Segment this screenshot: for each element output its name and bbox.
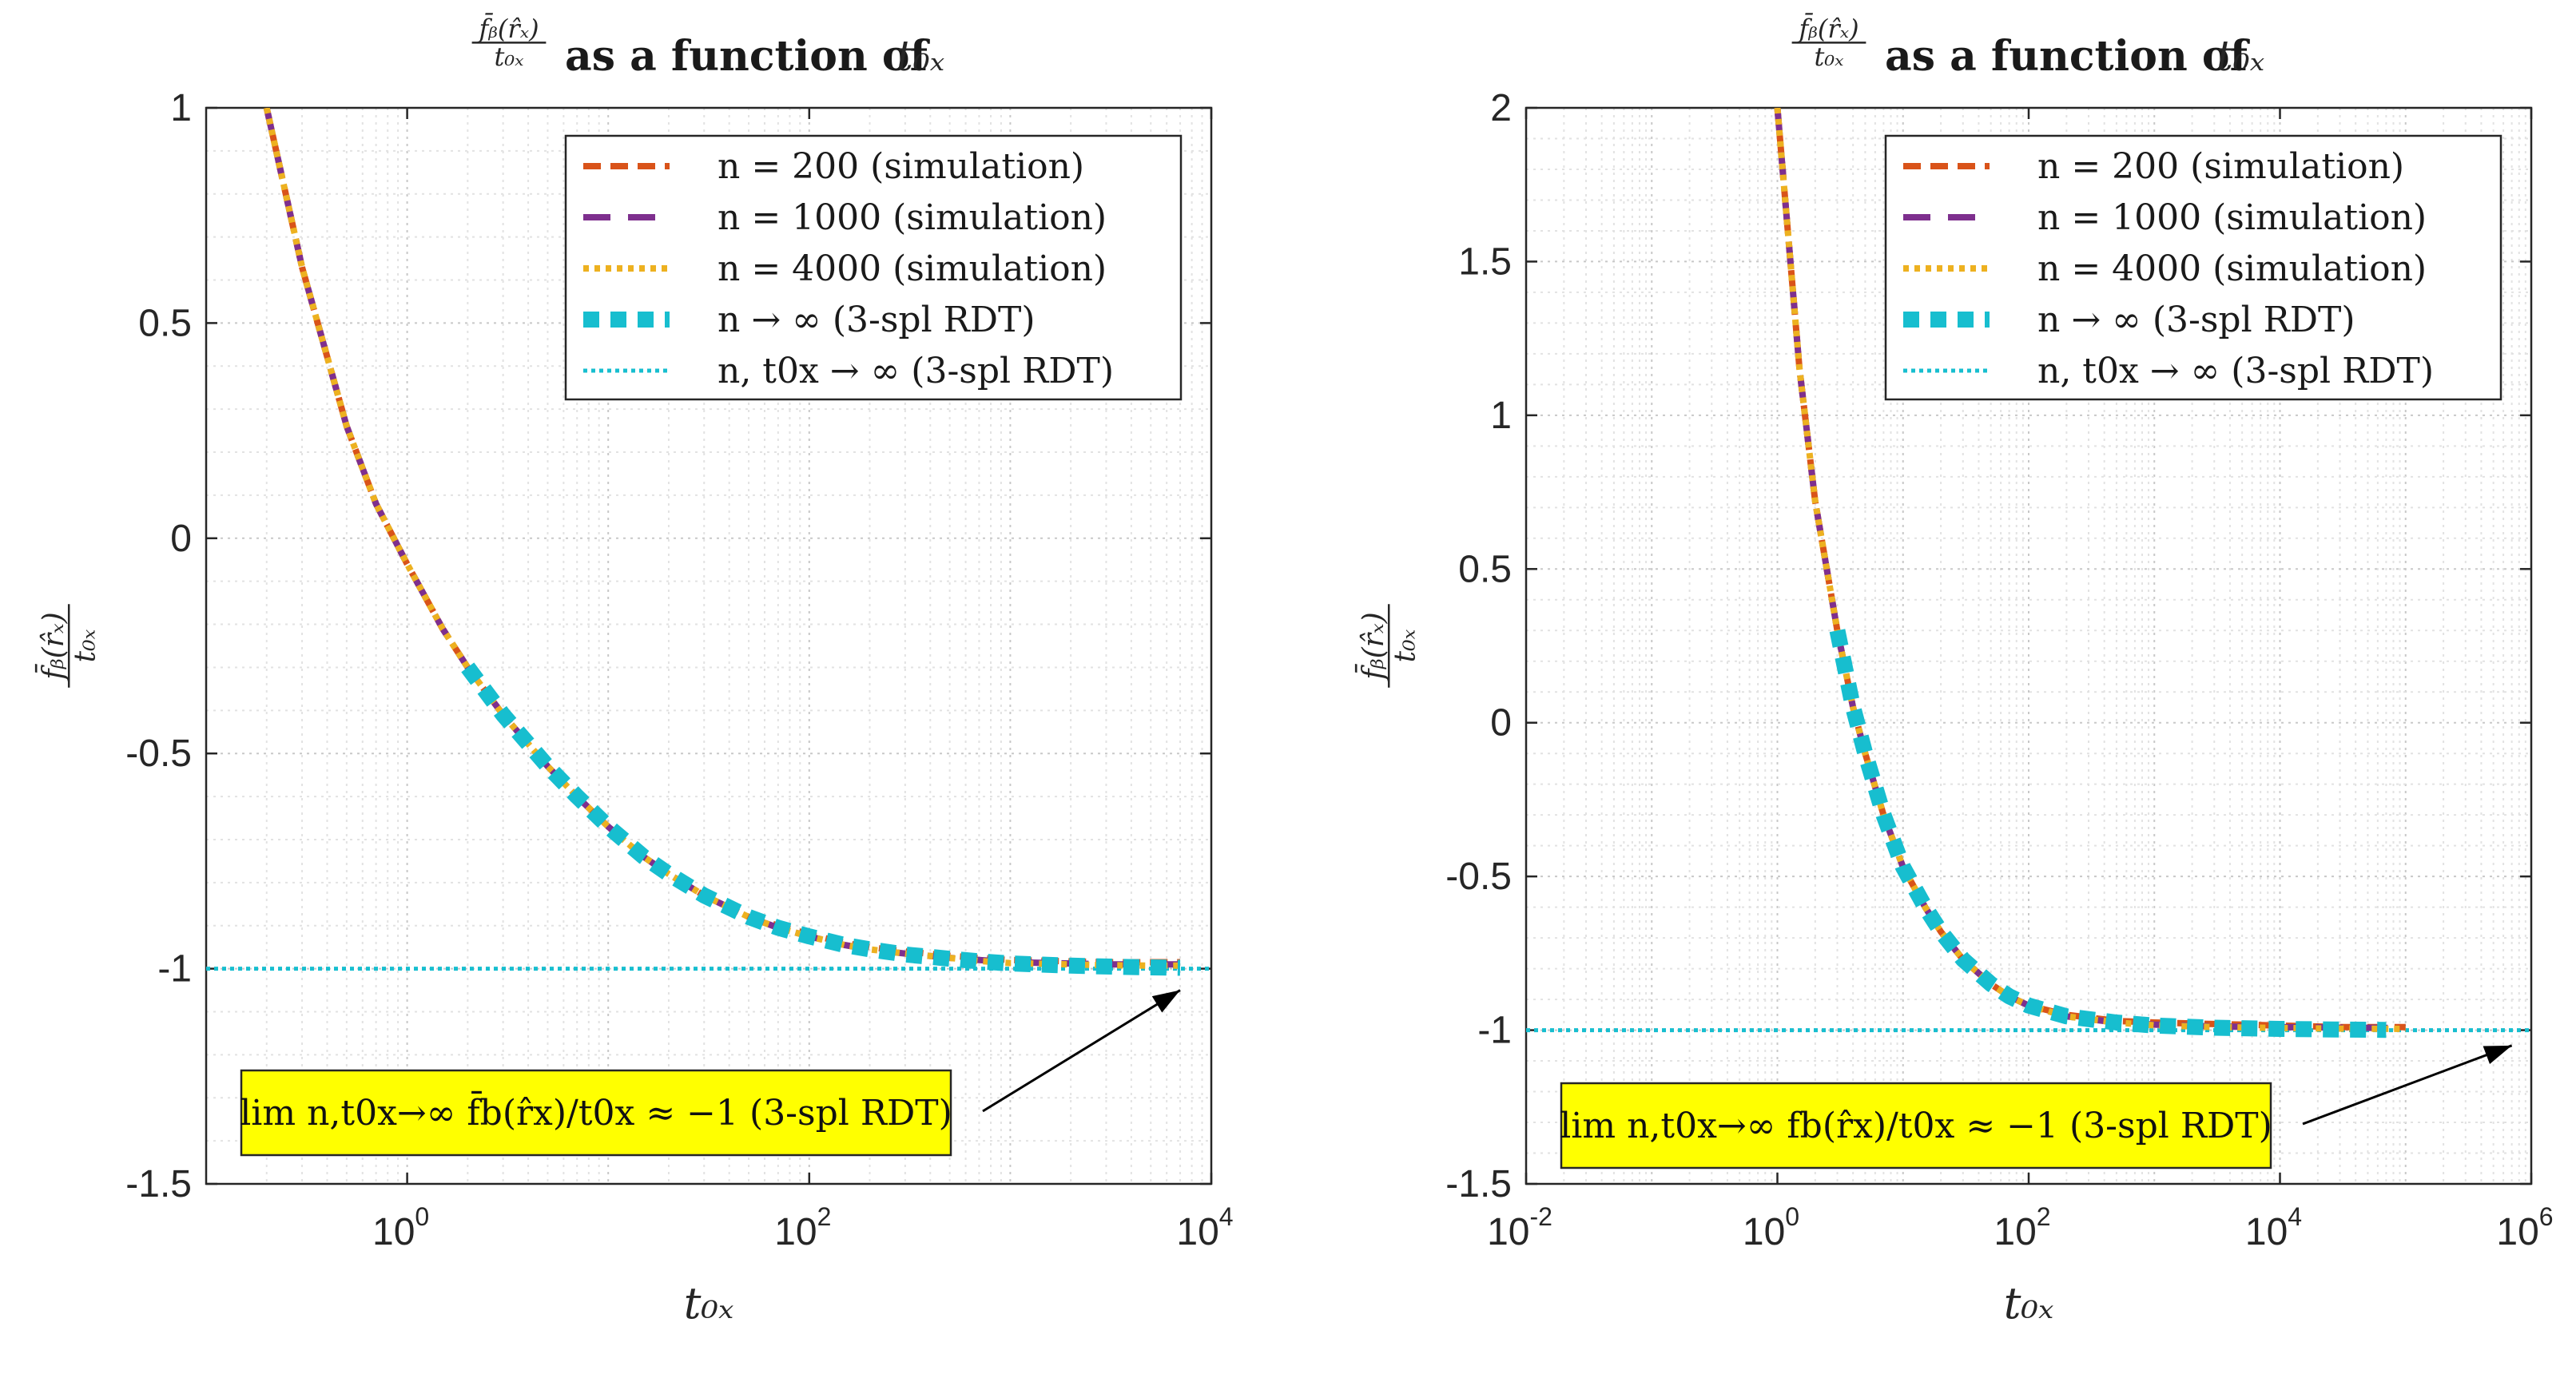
x-tick-exponent: 0 <box>415 1202 429 1231</box>
x-tick-label: 102 <box>1994 1202 2050 1253</box>
legend-label-3: n = 4000 (simulation) <box>2037 248 2427 289</box>
fraction-denominator: t₀ₓ <box>1389 629 1422 662</box>
y-tick-label: -1.5 <box>1445 1163 1512 1205</box>
annotation-text: lim n,t0x→∞ f̄b(r̂x)/t0x ≈ −1 (3-spl RDT… <box>240 1090 952 1134</box>
annotation-box <box>240 1069 952 1157</box>
legend-label-5: n, t0x → ∞ (3-spl RDT) <box>718 351 1114 391</box>
legend-label-2: n = 1000 (simulation) <box>2037 197 2427 238</box>
legend-box <box>564 134 1183 401</box>
y-tick-label: -0.5 <box>1445 856 1512 898</box>
annotation-arrow <box>982 989 1181 1113</box>
legend: n = 200 (simulation) n = 1000 (simulation… <box>564 134 1183 401</box>
x-tick-base: 10 <box>2496 1211 2538 1253</box>
series-group <box>206 108 1211 976</box>
x-tick-exponent: 4 <box>1219 1202 1234 1231</box>
x-axis-label: t₀ₓ <box>2004 1278 2054 1328</box>
x-tick-exponent: 4 <box>2288 1202 2302 1231</box>
x-tick-label: 106 <box>2496 1202 2553 1253</box>
y-tick-label: -1 <box>157 948 192 991</box>
title-text: as a function of <box>565 32 931 81</box>
fraction-denominator: t₀ₓ <box>494 42 524 72</box>
x-tick-base: 10 <box>1176 1211 1218 1253</box>
x-tick-label: 100 <box>1743 1202 1799 1253</box>
y-axis-label: f̄ᵦ(r̂ₓ)t₀ₓ <box>1355 604 1422 688</box>
x-tick-label: 102 <box>774 1202 831 1253</box>
annotation-arrowhead <box>1151 990 1181 1013</box>
y-tick-label: 0.5 <box>138 302 192 344</box>
x-tick-exponent: 6 <box>2539 1202 2554 1231</box>
series-group <box>1526 108 2531 1038</box>
fraction-denominator: t₀ₓ <box>1814 42 1844 72</box>
legend-box <box>1884 134 2502 401</box>
x-tick-exponent: -2 <box>1529 1202 1552 1231</box>
annotation: lim n,t0x→∞ fb(r̂x)/t0x ≈ −1 (3-spl RDT) <box>1560 1044 2513 1169</box>
chart-2: 21.510.50-0.5-1-1.510-2 100 102 104 106f̄ᵦ(r… <box>1355 13 2553 1328</box>
x-tick-exponent: 2 <box>2037 1202 2051 1231</box>
x-tick-base: 10 <box>774 1211 817 1253</box>
y-tick-label: 0 <box>1490 702 1512 745</box>
y-axis-label: f̄ᵦ(r̂ₓ)t₀ₓ <box>35 604 102 688</box>
x-tick-label: 10-2 <box>1487 1202 1552 1253</box>
y-tick-label: -0.5 <box>125 733 192 775</box>
title-variable: t₀ₓ <box>2216 33 2264 81</box>
fraction-numerator: f̄ᵦ(r̂ₓ) <box>35 612 70 682</box>
legend-label-1: n = 200 (simulation) <box>718 146 1084 187</box>
x-axis-label: t₀ₓ <box>684 1278 734 1328</box>
y-tick-label: -1.5 <box>125 1163 192 1205</box>
fraction-numerator: f̄ᵦ(r̂ₓ) <box>1797 13 1858 44</box>
x-tick-label: 100 <box>372 1202 429 1253</box>
fraction-numerator: f̄ᵦ(r̂ₓ) <box>477 13 539 44</box>
annotation-arrow <box>2302 1044 2513 1126</box>
x-tick-base: 10 <box>1487 1211 1529 1253</box>
series-line-4 <box>1829 629 2387 1038</box>
x-tick-base: 10 <box>372 1211 415 1253</box>
y-tick-label: 0 <box>170 518 192 560</box>
x-tick-exponent: 0 <box>1785 1202 1799 1231</box>
x-tick-label: 104 <box>2245 1202 2302 1253</box>
legend-label-5: n, t0x → ∞ (3-spl RDT) <box>2037 351 2434 391</box>
legend-label-1: n = 200 (simulation) <box>2037 146 2404 187</box>
title-text: as a function of <box>1885 32 2251 81</box>
axes-box <box>205 106 1213 1185</box>
fraction-numerator: f̄ᵦ(r̂ₓ) <box>1355 612 1390 682</box>
y-tick-label: 1 <box>170 87 192 129</box>
y-tick-label: 2 <box>1490 87 1512 129</box>
legend-label-4: n → ∞ (3-spl RDT) <box>718 300 1036 340</box>
title-variable: t₀ₓ <box>896 33 944 81</box>
series-line-4 <box>461 662 1181 976</box>
fraction-denominator: t₀ₓ <box>70 629 102 662</box>
y-tick-label: 1 <box>1490 395 1512 437</box>
y-tick-label: 1.5 <box>1458 240 1512 283</box>
legend-label-4: n → ∞ (3-spl RDT) <box>2037 300 2355 340</box>
legend: n = 200 (simulation) n = 1000 (simulation… <box>1884 134 2502 401</box>
annotation-text: lim n,t0x→∞ fb(r̂x)/t0x ≈ −1 (3-spl RDT) <box>1560 1106 2272 1146</box>
x-tick-base: 10 <box>1994 1211 2036 1253</box>
annotation-arrowhead <box>2483 1045 2512 1064</box>
y-tick-label: -1 <box>1477 1010 1512 1052</box>
x-tick-base: 10 <box>2245 1211 2288 1253</box>
annotation: lim n,t0x→∞ f̄b(r̂x)/t0x ≈ −1 (3-spl RDT… <box>240 989 1181 1157</box>
annotation-box <box>1560 1082 2272 1169</box>
x-tick-exponent: 2 <box>817 1202 832 1231</box>
x-tick-label: 104 <box>1176 1202 1233 1253</box>
legend-label-2: n = 1000 (simulation) <box>718 197 1107 238</box>
y-tick-label: 0.5 <box>1458 548 1512 590</box>
legend-label-3: n = 4000 (simulation) <box>718 248 1107 289</box>
x-tick-base: 10 <box>1743 1211 1785 1253</box>
